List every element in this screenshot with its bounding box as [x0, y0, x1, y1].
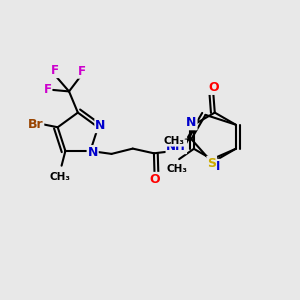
Text: F: F: [51, 64, 59, 77]
Text: F: F: [78, 65, 86, 78]
Text: N: N: [95, 119, 106, 132]
Text: O: O: [149, 173, 160, 186]
Text: O: O: [208, 81, 219, 94]
Text: N: N: [210, 160, 220, 173]
Text: N: N: [186, 116, 197, 129]
Text: CH₃: CH₃: [166, 164, 187, 173]
Text: NH: NH: [167, 140, 186, 153]
Text: CH₃: CH₃: [50, 172, 70, 182]
Text: N: N: [88, 146, 98, 159]
Text: Br: Br: [28, 118, 44, 131]
Text: CH₃: CH₃: [163, 136, 184, 146]
Text: F: F: [44, 83, 52, 96]
Text: S: S: [207, 157, 216, 169]
